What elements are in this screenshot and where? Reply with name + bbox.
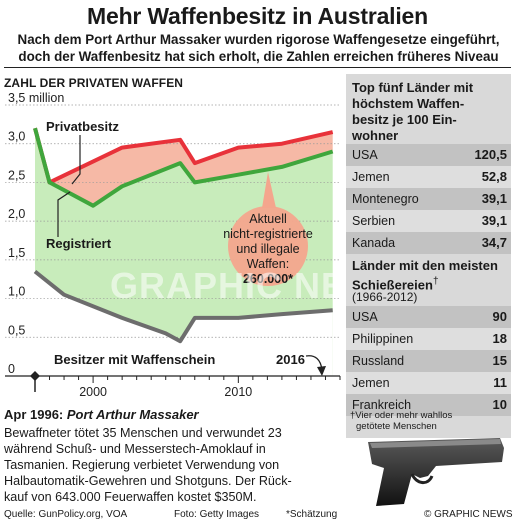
top-country-row: Jemen 52,8 [346,166,511,188]
registriert-line [33,127,334,208]
callout-line-1: Aktuell [249,212,287,226]
top-heading-line-2: höchstem Waffen- [352,96,465,111]
shooting-country-value: 11 [493,375,507,390]
event-line-4: Halbautomatik-Gewehren und Shotguns. Der… [4,474,292,488]
shootings-period: (1966-2012) [352,290,418,304]
y-tick-label: 0 [8,362,15,376]
year-marker-label: 2016 [276,352,305,367]
event-description: Bewaffneter tötet 35 Menschen und verwun… [4,425,344,505]
top-country-value: 52,8 [481,169,507,184]
top-country-country: USA [352,148,378,162]
top-country-value: 120,5 [474,147,507,162]
shooting-country-value: 15 [492,353,507,368]
event-heading: Apr 1996: Port Arthur Massaker [4,407,199,422]
y-tick-label: 0,5 [8,323,25,337]
chart-title: Zahl der privaten Waffen [4,76,184,90]
y-tick-label: 2,5 [8,168,25,182]
callout-pointer [262,172,276,208]
right-panel: Top fünf Länder mit höchstem Waffen- bes… [346,74,511,438]
top-country-row: USA 120,5 [346,144,511,166]
photo-credit: Foto: Getty Images [174,509,260,520]
top-country-country: Serbien [352,214,396,228]
gun-ownership-chart: 0 0,5 1,0 1,5 2,0 2,5 3,0 3,5 million 2000 2010 P… [5,91,341,399]
callout-value: 260.000* [243,272,293,286]
x-tick-label: 2000 [79,385,107,399]
y-tick-label: 1,0 [8,285,25,299]
shooting-country-country: Philippinen [352,332,414,346]
privatbesitz-leader [71,135,81,185]
top-heading-line-1: Top fünf Länder mit [352,80,474,95]
callout-line-4: Waffen: [247,257,289,271]
waffenschein-line [33,269,333,344]
page-title: Mehr Waffenbesitz in Australien [87,3,428,29]
owners-area [35,271,333,376]
callout-line-3: und illegale [236,242,299,256]
subtitle: Nach dem Port Arthur Massaker wurden rig… [6,31,511,65]
top-country-value: 39,1 [481,213,507,228]
shooting-country-value: 10 [492,397,507,412]
arrow-head-icon [317,366,326,376]
shooting-country-country: USA [352,310,378,324]
top-country-value: 39,1 [481,191,507,206]
pistol-icon [368,438,504,506]
callout-line-2: nicht-registrierte [223,227,313,241]
top-countries-heading: Top fünf Länder mit höchstem Waffen- bes… [352,80,507,144]
dagger: † [432,276,439,287]
top-country-value: 34,7 [481,235,507,250]
y-tick-label: 3,0 [8,130,25,144]
shootings-heading: Länder mit den meisten Schießereien† [352,258,507,293]
chart-labels: Privatbesitz Registriert Besitzer mit Waff… [46,119,326,376]
top-country-row: Serbien 39,1 [346,210,511,232]
privatbesitz-label: Privatbesitz [46,119,119,134]
shooting-country-row: Philippinen 18 [346,328,511,350]
top-country-row: Montenegro 39,1 [346,188,511,210]
top-country-country: Kanada [352,236,396,250]
subtitle-line-2: doch der Waffenbesitz hat sich erholt, d… [18,49,499,64]
event-line-3: Tasmanien. Regierung verbietet Verwendun… [4,458,280,472]
event-line-2: während Schuß- und Messerstech-Amoklauf … [4,442,266,456]
footnote-line-2: getötete Menschen [356,421,437,432]
top-heading-line-4: wohner [352,128,399,143]
shootings-footnote: †Vier oder mehr wahllos getötete Mensche… [350,410,510,432]
shooting-country-country: Russland [352,354,405,368]
chart-lines [33,127,334,344]
chart-axis: 0 0,5 1,0 1,5 2,0 2,5 3,0 3,5 million 2000 2010 [5,91,341,399]
shooting-country-value: 90 [492,309,507,324]
event-date: Apr 1996: [4,407,64,422]
shooting-country-value: 18 [492,331,507,346]
shooting-country-row: Frankreich 10 [346,394,511,416]
event-line-1: Bewaffneter tötet 35 Menschen und verwun… [4,426,282,440]
source-credit: Quelle: GunPolicy.org, VOA [4,509,128,520]
y-tick-label: 3,5 million [8,91,64,105]
shooting-country-row: Russland 15 [346,350,511,372]
footnote-line-1: †Vier oder mehr wahllos [350,410,453,421]
shooting-country-row: Jemen 11 [346,372,511,394]
subtitle-line-1: Nach dem Port Arthur Massaker wurden rig… [17,32,500,47]
y-tick-label: 2,0 [8,207,25,221]
top-country-country: Montenegro [352,192,419,206]
registriert-label: Registriert [46,236,112,251]
graphic-news-credit: © GRAPHIC NEWS [424,509,513,520]
waffenschein-label: Besitzer mit Waffenschein [54,352,215,367]
x-tick-label: 2010 [224,385,252,399]
shooting-country-row: USA 90 [346,306,511,328]
event-line-5: kauf von 643.000 Feuerwaffen kostet $350… [4,490,257,504]
estimate-note: *Schätzung [286,509,338,520]
event-name: Port Arthur Massaker [66,407,199,422]
shootings-heading-line-1: Länder mit den meisten [352,258,498,273]
header-divider [4,67,511,68]
privatbesitz-line [33,127,334,185]
top-country-row: Kanada 34,7 [346,232,511,254]
registriert-leader [57,191,71,237]
shooting-country-country: Jemen [352,376,390,390]
shootings-heading-line-2: Schießereien [352,277,433,293]
y-tick-label: 1,5 [8,246,25,260]
top-country-country: Jemen [352,170,390,184]
shooting-country-country: Frankreich [352,398,412,412]
callout-bubble [228,206,308,286]
top-heading-line-3: besitz je 100 Ein- [352,112,457,127]
